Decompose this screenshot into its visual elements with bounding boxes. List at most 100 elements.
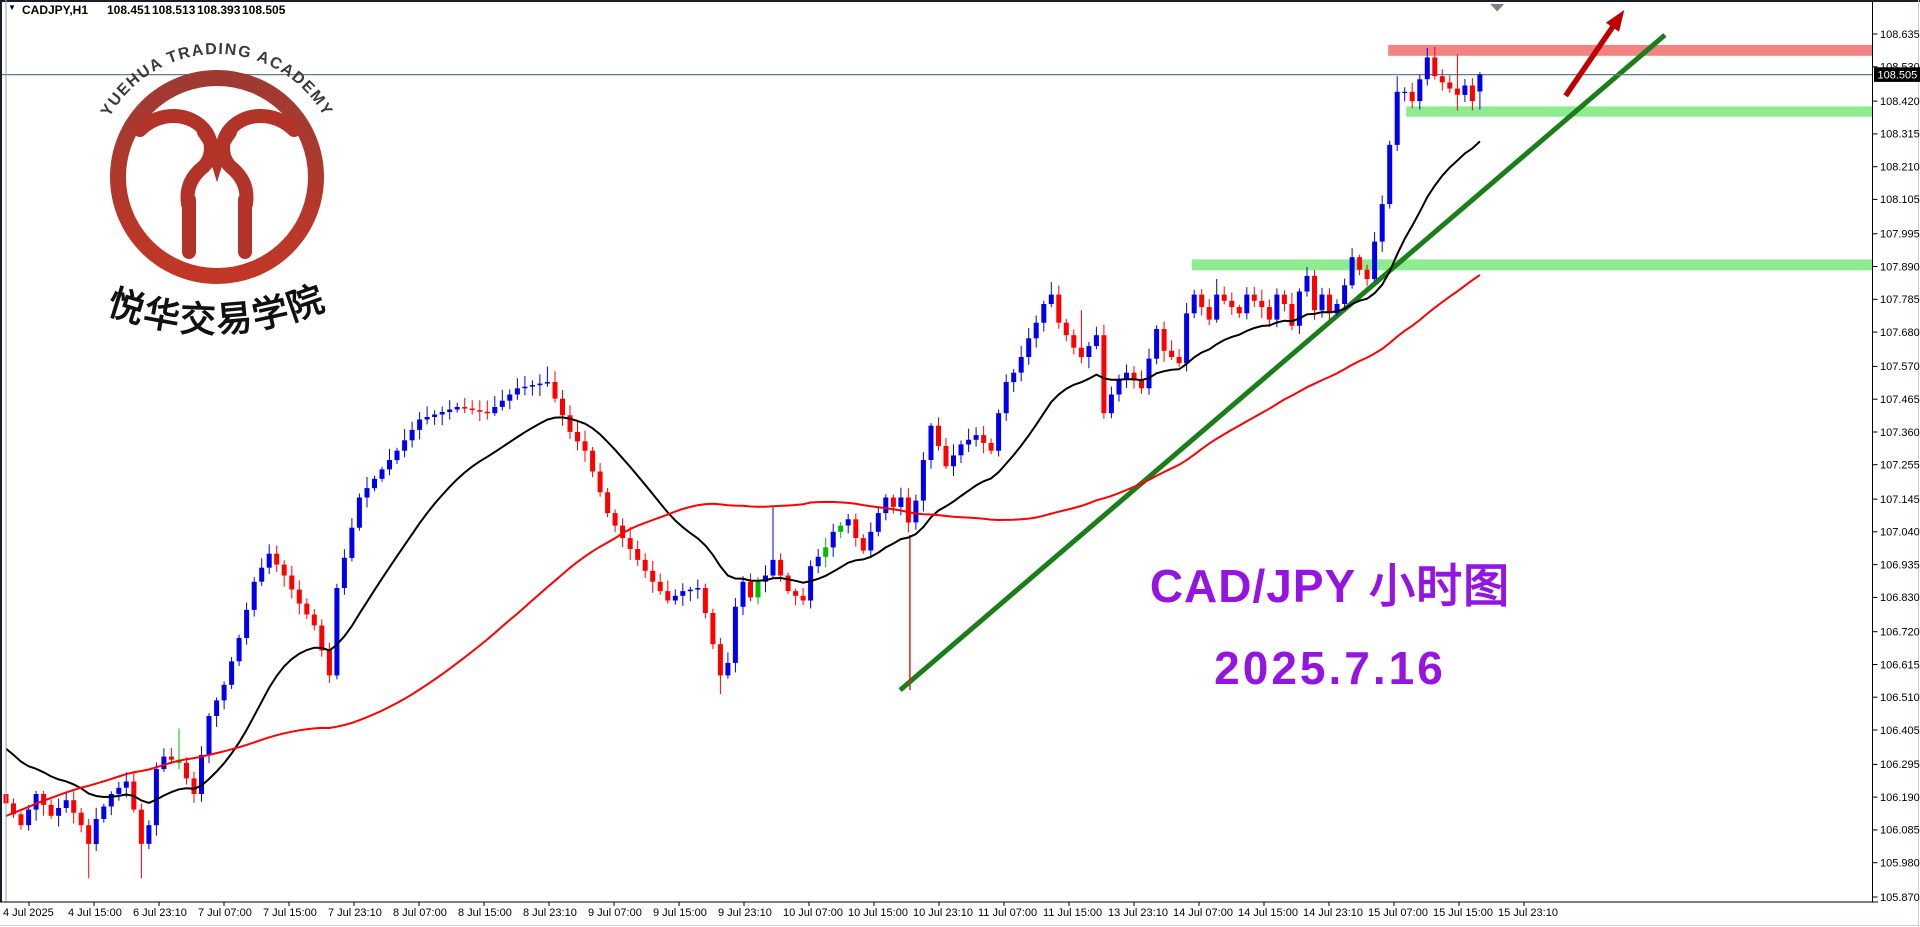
candle	[319, 619, 325, 657]
candle	[913, 494, 919, 530]
candle	[1206, 299, 1212, 325]
candle	[1199, 289, 1205, 316]
candle	[905, 488, 911, 533]
symbol-dropdown-icon[interactable]: ▼	[8, 3, 16, 12]
chart-shift-marker[interactable]	[1490, 4, 1505, 12]
candle	[1086, 342, 1092, 369]
candle	[63, 791, 69, 813]
time-axis[interactable]: 4 Jul 2025 4 Jul 15:00 6 Jul 23:10 7 Jul 07…	[3, 902, 1558, 919]
candle	[1274, 288, 1280, 328]
quote-high: 108.513	[152, 3, 196, 17]
candle	[1071, 329, 1077, 355]
candle	[394, 447, 400, 464]
candle	[529, 380, 535, 396]
candle	[168, 747, 174, 764]
candle	[123, 772, 129, 798]
candle	[890, 494, 896, 514]
candle	[454, 402, 460, 413]
support-resistance-zones[interactable]	[1191, 44, 1873, 271]
candle	[289, 565, 295, 599]
candle	[1432, 47, 1438, 80]
candle	[259, 558, 265, 586]
current-price-tag	[1874, 67, 1920, 82]
candle	[582, 430, 588, 462]
candle	[860, 534, 866, 554]
candle	[402, 429, 408, 458]
time-axis-label: 8 Jul 23:10	[523, 907, 577, 919]
candle	[11, 798, 16, 818]
candle	[1131, 366, 1137, 389]
candle	[1251, 286, 1257, 307]
candle	[18, 811, 24, 830]
candle	[311, 609, 317, 631]
candle	[815, 549, 821, 574]
candle	[1312, 270, 1317, 320]
quote-close: 108.505	[242, 3, 286, 17]
candle	[364, 477, 370, 508]
candle	[409, 421, 415, 448]
candle	[1003, 374, 1009, 421]
candle	[1154, 325, 1160, 365]
candle	[1184, 303, 1190, 372]
price-axis-label: 106.935	[1880, 559, 1920, 571]
chart-date: 2025.7.16	[1214, 642, 1446, 694]
candle	[507, 389, 513, 410]
candle	[1289, 293, 1295, 331]
candle	[1266, 299, 1272, 328]
candle	[349, 518, 355, 562]
candle	[1176, 349, 1182, 367]
up-arrow[interactable]	[1563, 10, 1625, 98]
candle	[1033, 315, 1039, 348]
candle	[56, 798, 62, 827]
candle	[1477, 72, 1483, 110]
candle	[1244, 287, 1250, 320]
candle	[176, 728, 182, 769]
candle	[26, 805, 32, 831]
candle	[1357, 254, 1363, 276]
candle	[1169, 340, 1175, 360]
candle	[522, 376, 528, 396]
candle	[1402, 87, 1408, 102]
candle	[544, 366, 550, 387]
time-axis-label: 15 Jul 15:00	[1433, 907, 1493, 919]
candle	[793, 588, 799, 606]
candle	[1281, 290, 1287, 312]
candle	[304, 598, 310, 619]
price-axis-label: 108.315	[1880, 129, 1920, 141]
candle	[341, 549, 347, 595]
candle	[379, 466, 385, 482]
candle	[996, 409, 1002, 457]
price-axis-label: 106.510	[1880, 692, 1920, 704]
candle	[266, 544, 272, 574]
candle	[221, 681, 227, 710]
price-axis[interactable]: 108.635108.530108.420108.315108.210108.1…	[1872, 29, 1920, 904]
candle	[1409, 82, 1415, 109]
candle	[214, 697, 220, 727]
candle	[41, 790, 47, 816]
candle	[642, 553, 648, 578]
price-axis-label: 107.360	[1880, 427, 1920, 439]
candle	[988, 438, 994, 455]
candle	[356, 493, 362, 531]
fast-ma-line	[5, 140, 1481, 804]
logo-cn-text: 悦华交易学院	[103, 277, 331, 340]
candle	[387, 448, 392, 476]
candle	[229, 657, 235, 689]
trend-line[interactable]	[898, 33, 1667, 692]
candle	[1221, 286, 1227, 305]
candle	[680, 583, 686, 606]
candle	[86, 819, 92, 879]
candle	[958, 440, 964, 463]
candle	[951, 444, 956, 477]
candle	[763, 565, 768, 593]
candle	[702, 583, 708, 619]
time-axis-label: 14 Jul 23:10	[1303, 907, 1363, 919]
candle	[281, 560, 287, 587]
candle	[808, 560, 814, 609]
candle	[1108, 386, 1114, 419]
support-zone	[1406, 106, 1873, 117]
candle	[732, 598, 738, 673]
candle	[1394, 76, 1400, 152]
